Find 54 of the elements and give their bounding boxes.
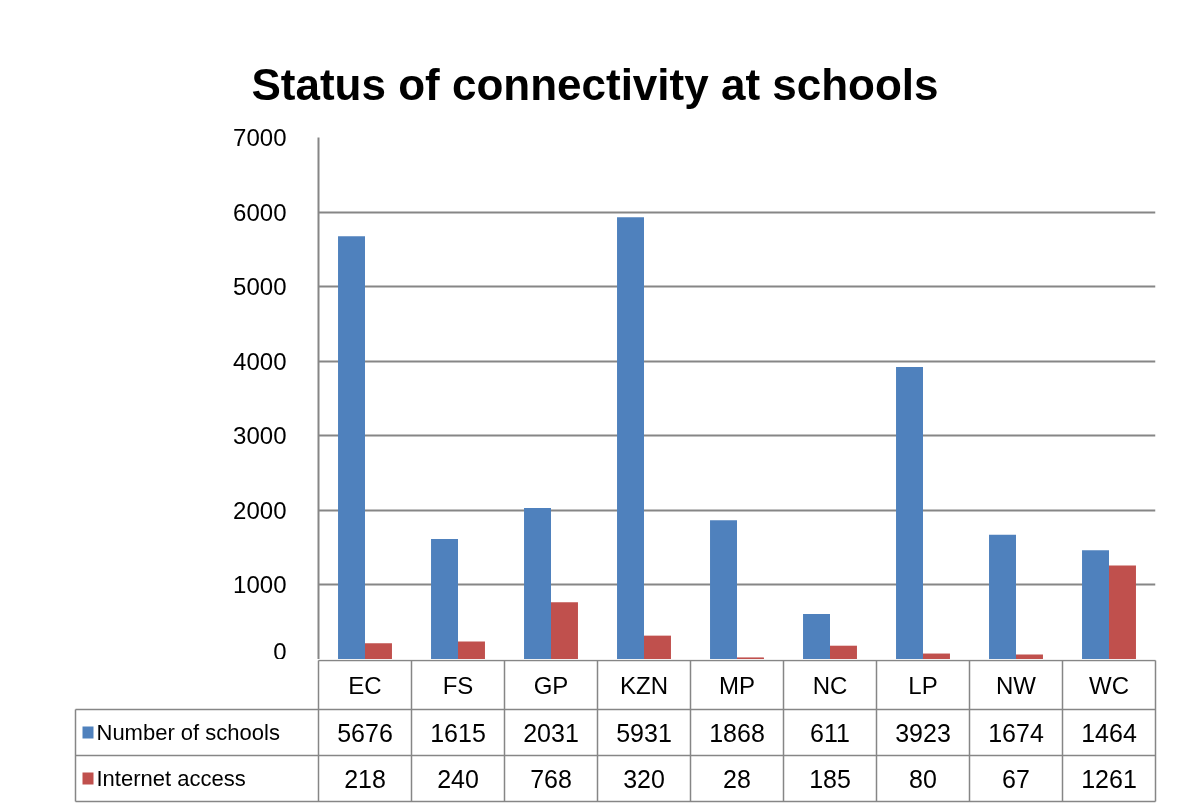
x-tick-label: LP bbox=[908, 671, 938, 699]
legend-label: Internet access bbox=[96, 766, 246, 791]
y-tick-label: 5000 bbox=[233, 273, 287, 301]
x-tick-label: KZN bbox=[620, 671, 668, 699]
data-label: 2031 bbox=[523, 718, 579, 747]
y-tick-label: 4000 bbox=[233, 347, 287, 375]
x-tick-label: MP bbox=[719, 671, 755, 699]
data-label: 1868 bbox=[709, 718, 765, 747]
data-label: 1674 bbox=[988, 718, 1044, 747]
chart-title: Status of connectivity at schools bbox=[251, 59, 939, 109]
x-tick-label: WC bbox=[1089, 671, 1129, 699]
bar bbox=[803, 613, 830, 659]
y-tick-label: 0 bbox=[273, 637, 287, 665]
bar bbox=[617, 217, 644, 659]
bar bbox=[431, 539, 458, 659]
bar bbox=[989, 534, 1016, 659]
y-tick-label: 7000 bbox=[233, 124, 287, 151]
x-tick-label: GP bbox=[533, 671, 569, 699]
data-label: 80 bbox=[909, 764, 937, 793]
data-label: 185 bbox=[809, 764, 851, 793]
bar bbox=[923, 653, 950, 659]
data-label: 1464 bbox=[1081, 718, 1137, 747]
x-tick-label: FS bbox=[442, 671, 474, 699]
bar bbox=[830, 645, 857, 659]
bar bbox=[524, 508, 551, 659]
data-label: 1615 bbox=[430, 718, 486, 747]
x-tick-label: NW bbox=[996, 671, 1037, 699]
y-tick-label: 3000 bbox=[233, 422, 287, 450]
data-label: 768 bbox=[530, 764, 572, 793]
data-label: 5676 bbox=[337, 718, 393, 747]
bar bbox=[896, 366, 923, 659]
data-label: 320 bbox=[623, 764, 665, 793]
y-tick-label: 6000 bbox=[233, 198, 287, 226]
bar bbox=[551, 602, 578, 659]
bar bbox=[644, 635, 671, 659]
y-tick-label: 2000 bbox=[233, 496, 287, 524]
data-label: 240 bbox=[437, 764, 479, 793]
y-tick-label: 1000 bbox=[233, 571, 287, 599]
data-label: 611 bbox=[810, 718, 850, 747]
data-label: 1261 bbox=[1081, 764, 1137, 793]
bar bbox=[365, 643, 392, 659]
x-tick-label: EC bbox=[348, 671, 382, 699]
x-tick-label: NC bbox=[812, 671, 848, 699]
bar bbox=[710, 520, 737, 659]
data-label: 67 bbox=[1002, 764, 1030, 793]
bar bbox=[1109, 565, 1136, 659]
bar bbox=[458, 641, 485, 659]
bar bbox=[338, 236, 365, 659]
legend-label: Number of schools bbox=[96, 720, 280, 745]
data-label: 5931 bbox=[616, 718, 672, 747]
data-label: 218 bbox=[344, 764, 386, 793]
data-label: 28 bbox=[723, 764, 751, 793]
bar bbox=[1082, 550, 1109, 659]
data-label: 3923 bbox=[895, 718, 951, 747]
